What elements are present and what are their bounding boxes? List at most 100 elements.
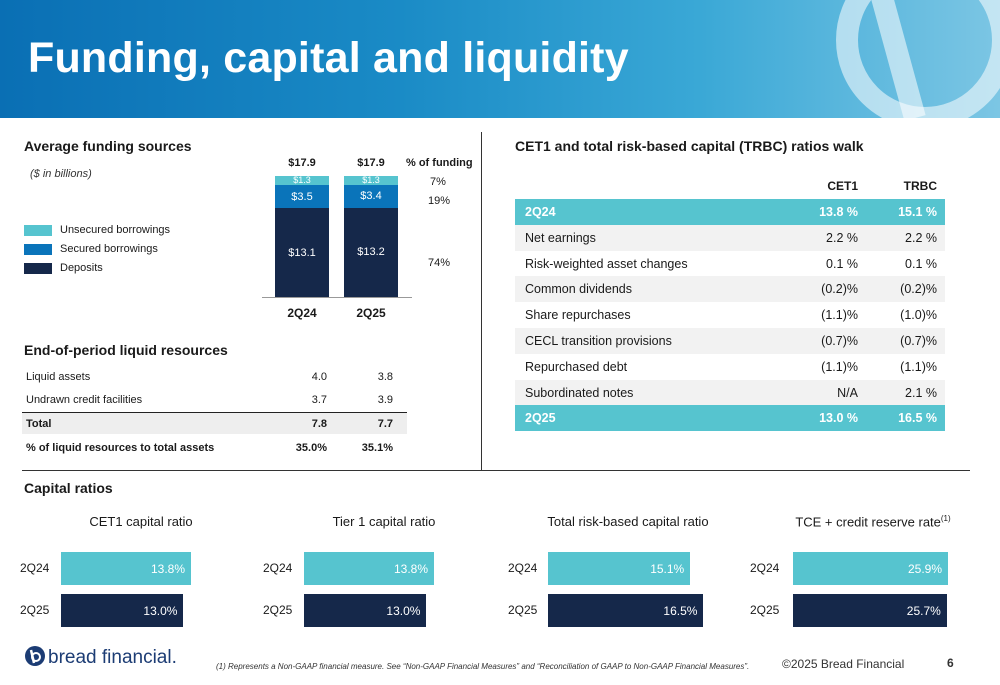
walk-trbc-value: (1.1)% bbox=[900, 359, 937, 374]
bar-segment-deposits: $13.1 bbox=[275, 208, 329, 297]
walk-row-label: Common dividends bbox=[525, 282, 632, 297]
walk-cet1-value: (1.1)% bbox=[821, 308, 858, 323]
capital-row-label: 2Q24 bbox=[263, 561, 293, 575]
capital-chart-title-text: Total risk-based capital ratio bbox=[547, 514, 709, 529]
capital-row-label: 2Q25 bbox=[263, 603, 293, 617]
walk-row: 2Q24 13.8 % 15.1 % bbox=[515, 199, 945, 225]
row-label: Liquid assets bbox=[26, 371, 91, 383]
capital-bar-value: 25.9% bbox=[907, 561, 942, 576]
x-axis-label: 2Q24 bbox=[287, 306, 317, 320]
walk-row-label: CECL transition provisions bbox=[525, 334, 672, 348]
row-label: Undrawn credit facilities bbox=[26, 394, 143, 406]
capital-bar: 13.0% bbox=[61, 594, 184, 627]
funding-chart: $17.9 $13.1 $3.5 $1.3 2Q24 $17.9 $13.2 $3.4 $1.3… bbox=[0, 0, 480, 330]
capital-bar: 13.8% bbox=[304, 552, 434, 585]
walk-row-label: Repurchased debt bbox=[525, 359, 628, 374]
capital-bar-value: 13.8% bbox=[393, 561, 428, 576]
walk-trbc-value: 0.1 % bbox=[905, 256, 937, 271]
page-title: Funding, capital and liquidity bbox=[28, 34, 629, 82]
walk-row-label: Risk-weighted asset changes bbox=[525, 256, 688, 271]
bar-total-label: $17.9 bbox=[357, 157, 385, 169]
walk-col-cet1: CET1 bbox=[827, 178, 858, 193]
capital-row-label: 2Q24 bbox=[20, 561, 50, 575]
walk-row: CECL transition provisions (0.7)% (0.7)% bbox=[515, 328, 945, 354]
capital-row-label: 2Q25 bbox=[20, 603, 50, 617]
walk-trbc-value: (0.7)% bbox=[900, 334, 937, 348]
walk-row-label: Subordinated notes bbox=[525, 385, 634, 400]
horizontal-divider bbox=[22, 470, 970, 471]
capital-bar: 16.5% bbox=[548, 594, 704, 627]
page-number: 6 bbox=[947, 656, 954, 670]
capital-bar: 15.1% bbox=[548, 552, 691, 585]
walk-cet1-value: (0.2)% bbox=[821, 282, 858, 297]
legend-swatch bbox=[24, 243, 52, 255]
capital-bar-value: 25.7% bbox=[906, 603, 941, 618]
legend-secured: Secured borrowings bbox=[24, 243, 170, 255]
capital-bar-value: 15.1% bbox=[650, 561, 685, 576]
walk-trbc-value: 15.1 % bbox=[898, 205, 937, 219]
row-label: Total bbox=[26, 417, 52, 430]
capital-bar: 13.8% bbox=[61, 552, 191, 585]
pct-deposits: 74% bbox=[428, 257, 451, 269]
value-2q25: 35.1% bbox=[361, 442, 393, 454]
bar-total-label: $17.9 bbox=[288, 157, 316, 169]
chart-baseline bbox=[262, 297, 412, 298]
capital-row-label: 2Q24 bbox=[750, 561, 780, 575]
legend-label: Secured borrowings bbox=[60, 243, 158, 255]
legend-label: Unsecured borrowings bbox=[60, 224, 171, 236]
capital-chart-title-text: Tier 1 capital ratio bbox=[332, 514, 436, 529]
walk-col-trbc: TRBC bbox=[903, 178, 937, 193]
capital-bar-value: 16.5% bbox=[663, 603, 698, 618]
brand-logo-text: bread financial. bbox=[48, 647, 177, 668]
value-2q24: 35.0% bbox=[295, 442, 327, 454]
walk-cet1-value: 13.0 % bbox=[819, 411, 858, 426]
legend-deposits: Deposits bbox=[24, 262, 170, 274]
table-row: Undrawn credit facilities 3.7 3.9 bbox=[22, 389, 407, 411]
capital-bar-value: 13.0% bbox=[386, 603, 421, 618]
capital-bar: 25.7% bbox=[793, 594, 947, 627]
capital-bar-value: 13.0% bbox=[143, 603, 178, 618]
vertical-divider bbox=[481, 132, 482, 470]
capital-chart-title: Tier 1 capital ratio bbox=[284, 514, 484, 529]
capital-row-label: 2Q25 bbox=[508, 603, 538, 617]
capital-bar: 13.0% bbox=[304, 594, 427, 627]
walk-row: Repurchased debt (1.1)% (1.1)% bbox=[515, 354, 945, 380]
walk-row: Common dividends (0.2)% (0.2)% bbox=[515, 276, 945, 303]
bar-segment-unsecured-borrowings: $1.3 bbox=[344, 175, 398, 185]
copyright: ©2025 Bread Financial bbox=[782, 657, 905, 671]
pct-secured: 19% bbox=[428, 195, 451, 207]
brand-mark-icon bbox=[836, 0, 1000, 118]
bar-segment-unsecured-borrowings: $1.3 bbox=[275, 175, 329, 185]
footnote-marker: (1) bbox=[940, 514, 951, 523]
funding-note: ($ in billions) bbox=[30, 168, 92, 180]
walk-row: 2Q25 13.0 % 16.5 % bbox=[515, 405, 945, 432]
capital-title: Capital ratios bbox=[24, 480, 113, 496]
walk-row: Risk-weighted asset changes 0.1 % 0.1 % bbox=[515, 251, 945, 277]
legend-swatch bbox=[24, 224, 52, 236]
legend-unsecured: Unsecured borrowings bbox=[24, 224, 170, 236]
value-2q24: 7.8 bbox=[311, 417, 327, 430]
pct-header: % of funding bbox=[406, 157, 473, 169]
walk-cet1-value: (0.7)% bbox=[821, 334, 858, 348]
bread-logo-icon bbox=[25, 646, 45, 666]
value-2q24: 4.0 bbox=[311, 371, 327, 383]
walk-row: Net earnings 2.2 % 2.2 % bbox=[515, 224, 945, 251]
walk-cet1-value: 0.1 % bbox=[826, 256, 858, 271]
footnote: (1) Represents a Non-GAAP financial meas… bbox=[216, 662, 750, 671]
header-banner bbox=[0, 0, 1000, 118]
bar-segment-secured-borrowings: $3.4 bbox=[344, 184, 398, 208]
walk-row-label: 2Q25 bbox=[525, 411, 556, 426]
row-label: % of liquid resources to total assets bbox=[26, 442, 215, 454]
value-2q25: 3.9 bbox=[377, 394, 393, 406]
capital-bar-value: 13.8% bbox=[150, 561, 185, 576]
bar-segment-deposits: $13.2 bbox=[344, 207, 398, 297]
capital-chart-title-text: TCE + credit reserve rate bbox=[795, 514, 941, 530]
walk-cet1-value: 13.8 % bbox=[819, 205, 858, 219]
capital-bar: 25.9% bbox=[793, 552, 948, 585]
value-2q25: 7.7 bbox=[377, 417, 393, 430]
walk-cet1-value: (1.1)% bbox=[821, 359, 858, 374]
table-row: Liquid assets 4.0 3.8 bbox=[22, 366, 407, 388]
walk-row: Share repurchases (1.1)% (1.0)% bbox=[515, 302, 945, 328]
liquid-title: End-of-period liquid resources bbox=[24, 342, 228, 358]
legend-swatch bbox=[24, 262, 52, 274]
